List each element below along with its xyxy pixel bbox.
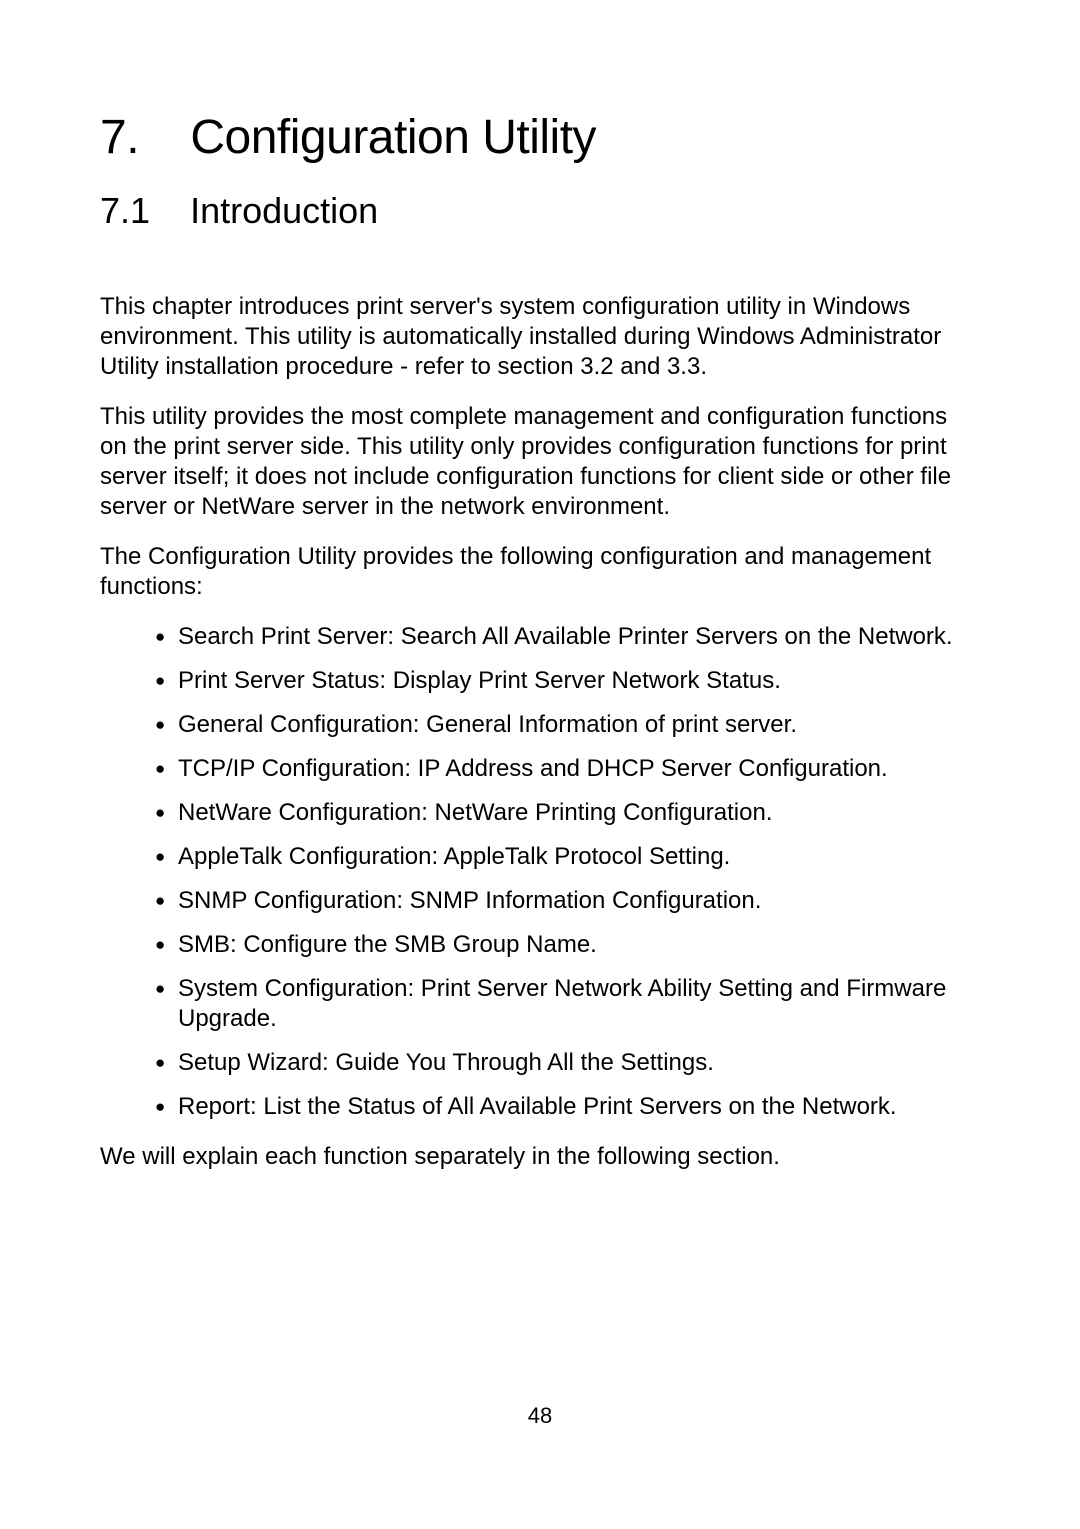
- bullet-list: Search Print Server: Search All Availabl…: [155, 622, 980, 1122]
- list-item: Print Server Status: Display Print Serve…: [155, 666, 980, 696]
- list-item: SNMP Configuration: SNMP Information Con…: [155, 886, 980, 916]
- paragraph: This utility provides the most complete …: [100, 402, 980, 522]
- list-item: SMB: Configure the SMB Group Name.: [155, 930, 980, 960]
- list-item: Setup Wizard: Guide You Through All the …: [155, 1048, 980, 1078]
- chapter-number: 7.: [100, 111, 139, 164]
- list-item: General Configuration: General Informati…: [155, 710, 980, 740]
- document-page: 7. Configuration Utility 7.1 Introductio…: [0, 0, 1080, 1172]
- section-number: 7.1: [100, 190, 150, 231]
- paragraph: This chapter introduces print server's s…: [100, 292, 980, 382]
- section-title: 7.1 Introduction: [100, 190, 980, 232]
- list-item: Search Print Server: Search All Availabl…: [155, 622, 980, 652]
- list-item: TCP/IP Configuration: IP Address and DHC…: [155, 754, 980, 784]
- list-item: NetWare Configuration: NetWare Printing …: [155, 798, 980, 828]
- list-item: Report: List the Status of All Available…: [155, 1092, 980, 1122]
- paragraph: We will explain each function separately…: [100, 1142, 980, 1172]
- paragraph: The Configuration Utility provides the f…: [100, 542, 980, 602]
- chapter-title: 7. Configuration Utility: [100, 110, 980, 165]
- section-title-text: Introduction: [190, 190, 378, 231]
- list-item: AppleTalk Configuration: AppleTalk Proto…: [155, 842, 980, 872]
- page-number: 48: [0, 1403, 1080, 1429]
- chapter-title-text: Configuration Utility: [190, 111, 596, 164]
- list-item: System Configuration: Print Server Netwo…: [155, 974, 980, 1034]
